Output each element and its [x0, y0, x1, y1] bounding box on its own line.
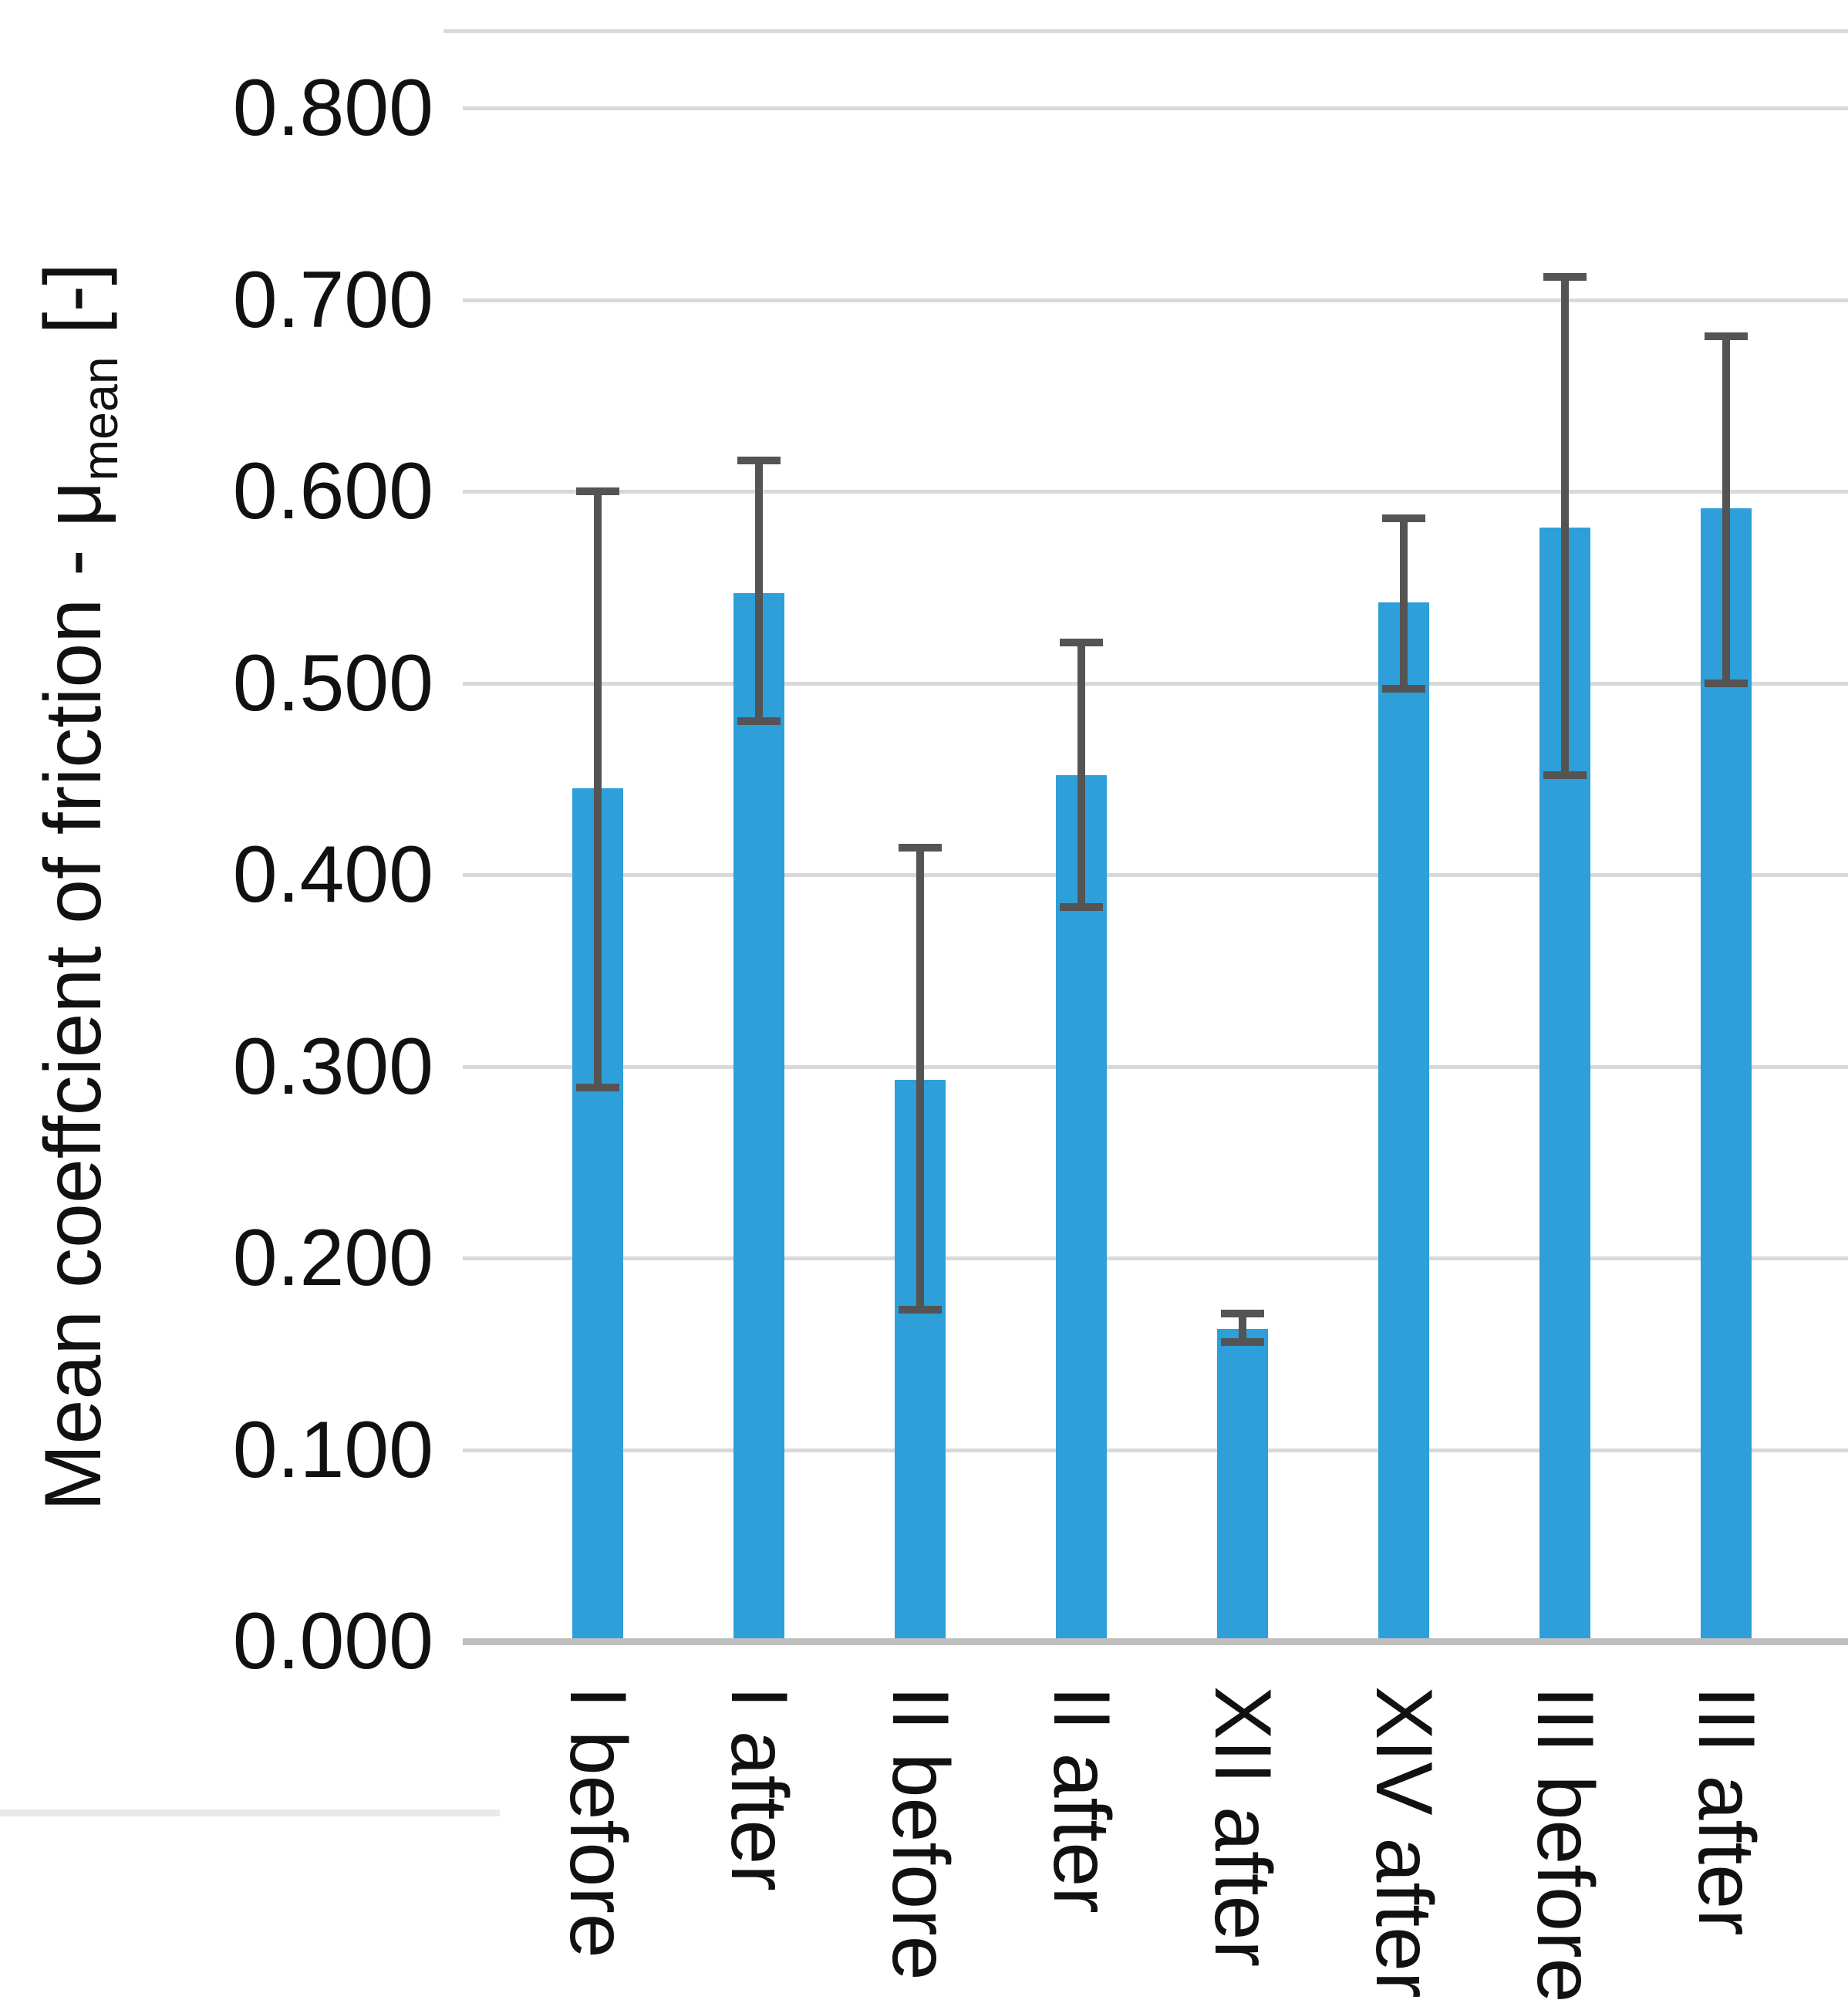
bar	[733, 592, 784, 1641]
bar	[1217, 1328, 1268, 1641]
gridline	[463, 1448, 1848, 1452]
error-bar-line	[594, 491, 602, 1088]
gridline	[463, 681, 1848, 686]
y-tick-label: 0.600	[232, 447, 433, 536]
plot-top-border	[443, 29, 1848, 33]
error-bar-line	[916, 848, 924, 1310]
y-tick-label: 0.400	[232, 830, 433, 919]
gridline	[463, 106, 1848, 110]
y-axis-title-main: Mean coeffcient of friction - μ	[29, 481, 118, 1512]
error-bar-cap-bottom	[1221, 1338, 1264, 1347]
error-bar-cap-bottom	[1543, 771, 1587, 779]
x-tick-label: XIV after	[1359, 1686, 1448, 1998]
error-bar-line	[1400, 518, 1408, 689]
error-bar-cap-bottom	[899, 1306, 942, 1314]
error-bar-line	[755, 460, 763, 722]
y-tick-label: 0.000	[232, 1597, 433, 1686]
gridline	[463, 1064, 1848, 1069]
error-bar-cap-top	[576, 487, 619, 495]
y-tick-label: 0.100	[232, 1405, 433, 1495]
y-tick-label: 0.200	[232, 1213, 433, 1303]
error-bar-line	[1239, 1314, 1246, 1343]
gridline	[463, 490, 1848, 494]
bar	[1701, 508, 1752, 1641]
bar	[1056, 774, 1107, 1641]
error-bar-cap-top	[1221, 1310, 1264, 1318]
y-axis-title-unit: [-]	[29, 262, 118, 357]
y-tick-label: 0.300	[232, 1021, 433, 1111]
error-bar-cap-top	[1060, 639, 1103, 647]
error-bar-cap-top	[737, 457, 781, 465]
x-tick-label: III before	[1520, 1686, 1610, 2000]
bar	[1378, 602, 1429, 1641]
x-tick-label: II before	[875, 1686, 965, 1981]
error-bar-cap-bottom	[1060, 903, 1103, 912]
x-tick-label: II after	[1037, 1686, 1126, 1914]
y-axis-title-subscript: mean	[72, 356, 128, 481]
x-tick-label: I after	[714, 1686, 804, 1891]
error-bar-line	[1722, 336, 1730, 683]
error-bar-cap-bottom	[1382, 684, 1425, 693]
y-axis-title: Mean coeffcient of friction - μmean [-]	[23, 39, 128, 1735]
error-bar-line	[1561, 276, 1569, 775]
gridline	[463, 298, 1848, 302]
y-tick-label: 0.500	[232, 638, 433, 728]
error-bar-cap-top	[1382, 514, 1425, 522]
x-tick-label: XII after	[1198, 1686, 1287, 1968]
error-bar-cap-bottom	[737, 717, 781, 726]
error-bar-line	[1077, 642, 1085, 908]
x-tick-label: III after	[1681, 1686, 1771, 1936]
x-tick-label: I before	[553, 1686, 642, 1958]
y-tick-label: 0.700	[232, 255, 433, 345]
gridline	[463, 1256, 1848, 1260]
gridline	[463, 873, 1848, 877]
error-bar-cap-bottom	[1705, 679, 1748, 687]
x-axis-line	[463, 1638, 1848, 1645]
error-bar-cap-top	[1705, 332, 1748, 340]
figure-border-line	[0, 1809, 500, 1816]
error-bar-cap-top	[899, 844, 942, 852]
error-bar-cap-bottom	[576, 1083, 619, 1091]
error-bar-cap-top	[1543, 272, 1587, 281]
y-tick-label: 0.800	[232, 63, 433, 153]
